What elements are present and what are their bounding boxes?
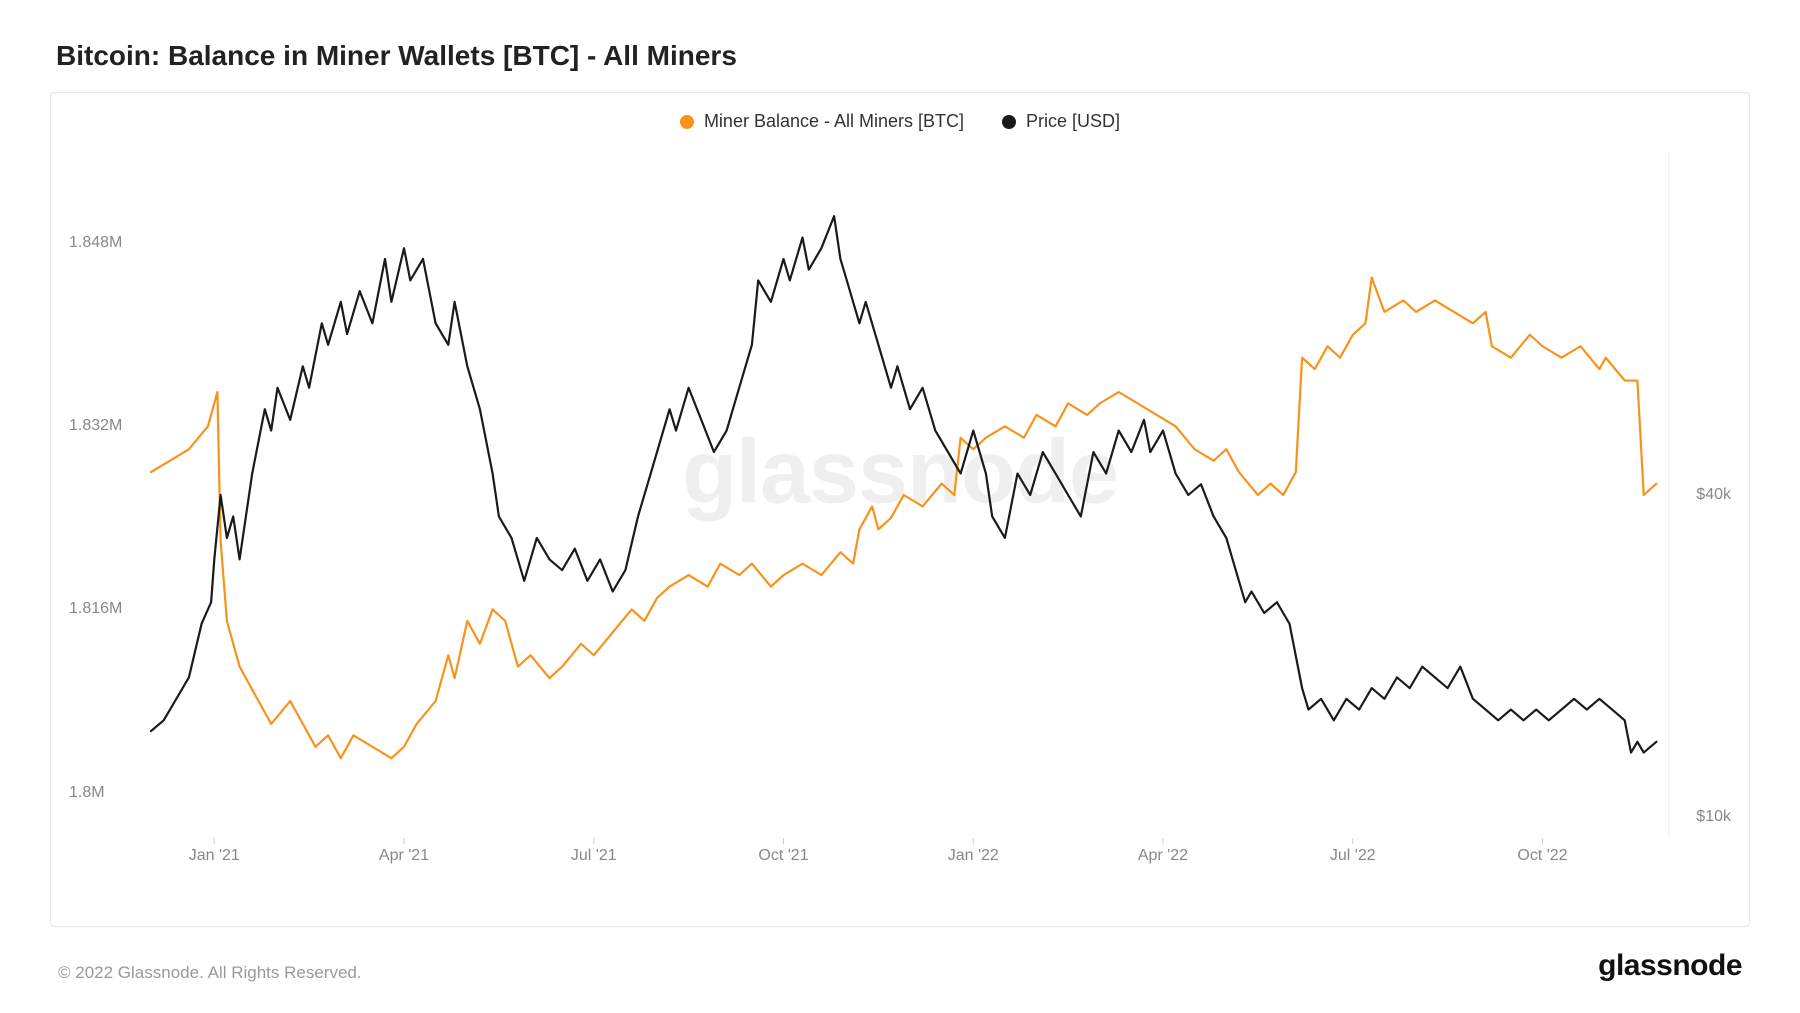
- y-right-tick: $40k: [1696, 486, 1731, 504]
- x-tick: Apr '22: [1138, 847, 1188, 865]
- series-line: [151, 216, 1656, 752]
- x-tick: Oct '21: [758, 847, 808, 865]
- y-left-tick: 1.848M: [69, 234, 122, 252]
- plot-area: glassnode 1.8M1.816M1.832M1.848M$10k$40k…: [51, 142, 1749, 877]
- legend-label: Price [USD]: [1026, 111, 1120, 132]
- y-left-tick: 1.816M: [69, 600, 122, 618]
- y-right-tick: $10k: [1696, 808, 1731, 826]
- legend-label: Miner Balance - All Miners [BTC]: [704, 111, 964, 132]
- series-line: [151, 278, 1656, 759]
- page: Bitcoin: Balance in Miner Wallets [BTC] …: [0, 0, 1800, 1013]
- chart-title: Bitcoin: Balance in Miner Wallets [BTC] …: [56, 40, 1750, 72]
- chart-container: Miner Balance - All Miners [BTC] Price [U…: [50, 92, 1750, 927]
- legend-dot-icon: [680, 115, 694, 129]
- y-left-tick: 1.832M: [69, 417, 122, 435]
- x-tick: Jan '22: [948, 847, 999, 865]
- x-tick: Oct '22: [1517, 847, 1567, 865]
- x-tick: Jan '21: [189, 847, 240, 865]
- legend-item: Miner Balance - All Miners [BTC]: [680, 111, 964, 132]
- x-tick: Jul '22: [1330, 847, 1376, 865]
- legend-item: Price [USD]: [1002, 111, 1120, 132]
- legend: Miner Balance - All Miners [BTC] Price [U…: [51, 111, 1749, 132]
- x-tick: Jul '21: [571, 847, 617, 865]
- chart-svg: [51, 142, 1749, 877]
- x-tick: Apr '21: [379, 847, 429, 865]
- copyright: © 2022 Glassnode. All Rights Reserved.: [58, 963, 362, 983]
- legend-dot-icon: [1002, 115, 1016, 129]
- brand-logo: glassnode: [1598, 949, 1742, 983]
- footer: © 2022 Glassnode. All Rights Reserved. g…: [50, 949, 1750, 983]
- y-left-tick: 1.8M: [69, 784, 105, 802]
